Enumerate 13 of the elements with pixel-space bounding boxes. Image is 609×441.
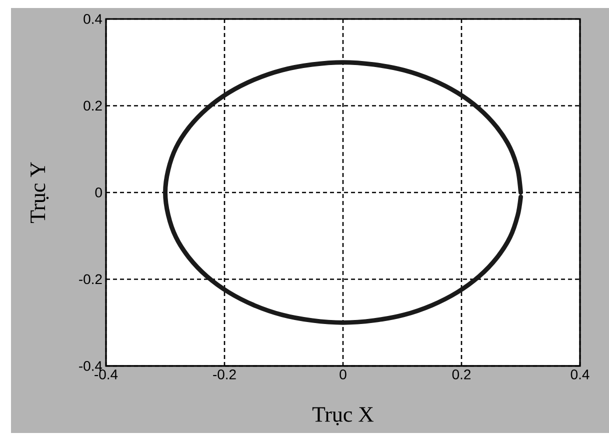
x-axis-title: Trục X xyxy=(312,407,374,426)
y-tick-label: 0.4 xyxy=(84,14,102,24)
x-tick-label: -0.2 xyxy=(213,369,236,380)
y-axis-title: Trục Y xyxy=(30,162,49,224)
x-tick-label: 0 xyxy=(340,369,346,380)
x-tick-label: 0.4 xyxy=(570,369,590,380)
y-tick-label: 0.2 xyxy=(84,100,102,111)
y-tick-label: 0 xyxy=(95,188,102,198)
x-tick-label: 0.2 xyxy=(452,369,471,380)
x-tick-label: -0.4 xyxy=(94,369,118,380)
y-tick-label: -0.4 xyxy=(79,361,102,371)
y-tick-label: -0.2 xyxy=(79,274,102,284)
line-series xyxy=(163,60,523,325)
